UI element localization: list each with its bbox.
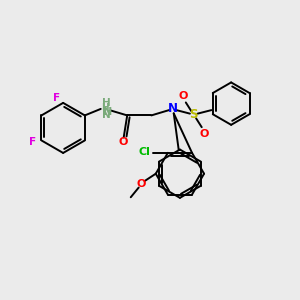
Text: F: F: [29, 137, 36, 147]
Text: O: O: [179, 91, 188, 101]
Text: H: H: [101, 103, 108, 112]
Text: N: N: [168, 102, 178, 116]
Text: S: S: [190, 108, 198, 121]
Text: N: N: [103, 107, 112, 117]
Text: O: O: [119, 137, 128, 147]
Text: H
N: H N: [102, 98, 110, 120]
Text: Cl: Cl: [139, 147, 151, 157]
Text: O: O: [200, 129, 209, 139]
Text: O: O: [136, 179, 146, 189]
Text: F: F: [53, 93, 60, 103]
